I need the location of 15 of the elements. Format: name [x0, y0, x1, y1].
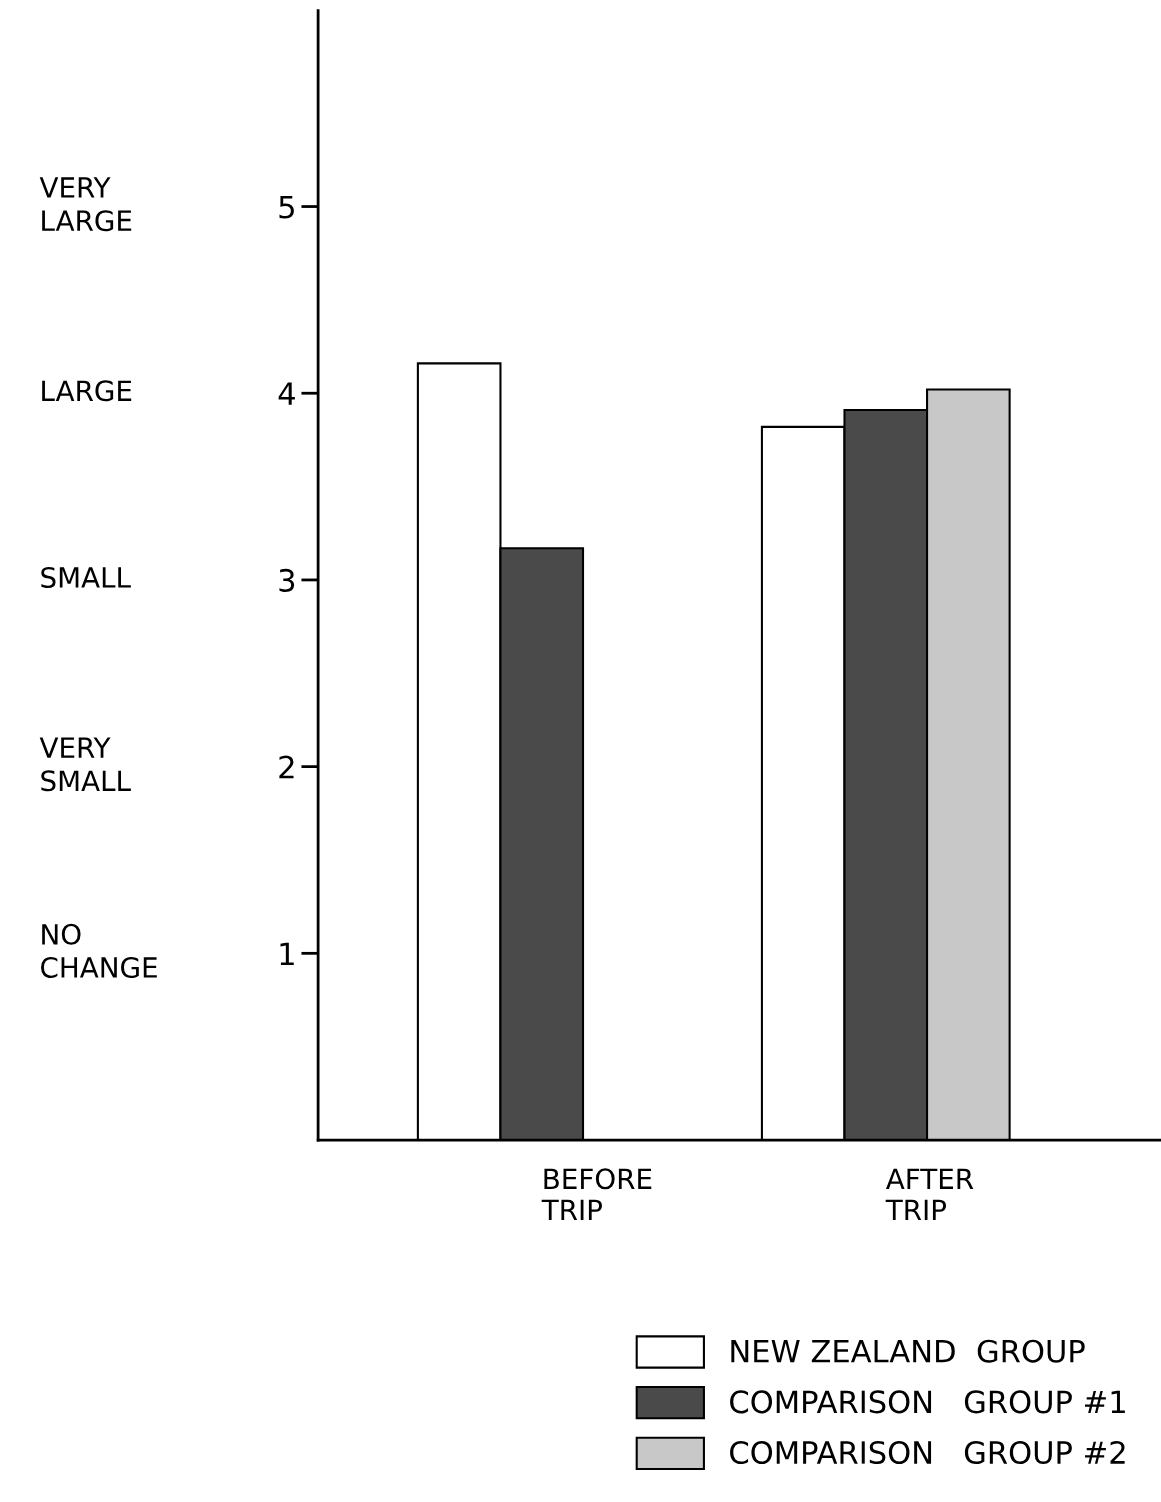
- y-tick-label: 1: [280, 942, 294, 965]
- text: VERY LARGE: [39, 177, 132, 232]
- text: SMALL: [41, 566, 131, 588]
- legend-label: COMPARISON GROUP #2: [730, 1440, 1125, 1465]
- text: LARGE: [42, 380, 132, 402]
- y-tick-label: 5: [279, 195, 294, 219]
- legend-label: NEW ZEALAND GROUP: [731, 1339, 1085, 1363]
- text: VERY SMALL: [39, 737, 131, 792]
- y-tick-label: 3: [279, 568, 295, 592]
- y-tick-label: 4: [278, 382, 295, 405]
- legend-label: COMPARISON GROUP #1: [730, 1390, 1125, 1414]
- text: NO CHANGE: [41, 923, 157, 978]
- x-tick-label: AFTER TRIP: [885, 1168, 974, 1221]
- x-tick-label: BEFORE TRIP: [541, 1168, 652, 1221]
- y-tick-label: 2: [279, 755, 294, 779]
